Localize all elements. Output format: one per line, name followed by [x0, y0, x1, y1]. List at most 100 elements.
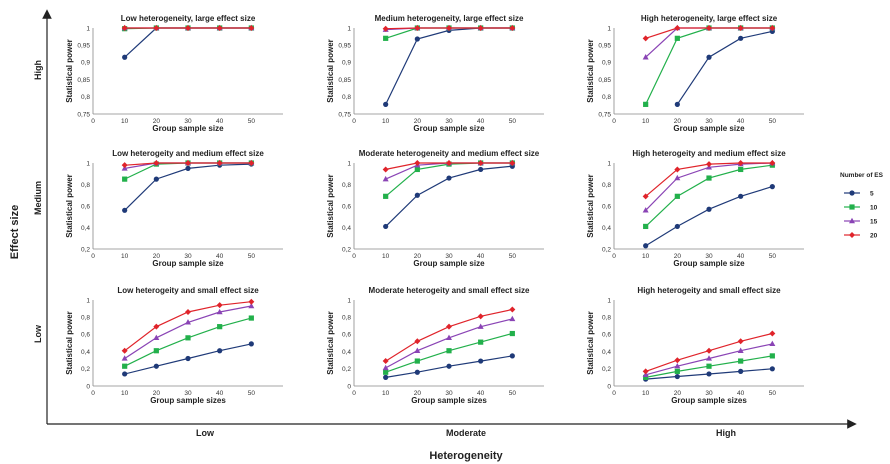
x-tick-label: 20 — [153, 390, 161, 397]
row-label-medium: Medium — [33, 181, 43, 215]
point-series-20-4 — [248, 298, 255, 305]
x-axis-label: Group sample size — [152, 259, 224, 268]
y-axis-label: Statistical power — [326, 39, 335, 103]
point-series-20-1 — [414, 338, 421, 345]
point-series-10-1 — [153, 348, 159, 354]
x-tick-label: 50 — [248, 118, 256, 125]
series-5 — [383, 25, 515, 107]
point-series-20-4 — [248, 160, 255, 166]
point-series-5-4 — [509, 353, 515, 359]
y-axis-label: Statistical power — [326, 174, 335, 238]
x-tick-label: 0 — [352, 253, 356, 260]
point-series-20-2 — [446, 160, 452, 166]
series-20 — [382, 160, 516, 173]
x-tick-label: 50 — [769, 253, 777, 260]
point-series-20-3 — [216, 302, 223, 309]
point-series-5-3 — [478, 166, 484, 173]
point-series-15-2 — [185, 319, 191, 325]
panel-1: Low heterogeneity, large effect size 0,75… — [65, 14, 283, 133]
point-series-20-0 — [642, 35, 649, 42]
x-tick-label: 40 — [477, 253, 485, 260]
point-series-10-0 — [643, 374, 649, 380]
x-tick-label: 50 — [769, 390, 777, 397]
series-line-5 — [124, 27, 252, 58]
y-axis-label: Statistical power — [65, 311, 74, 375]
point-series-5-1 — [414, 369, 420, 375]
point-series-20-2 — [185, 160, 191, 166]
row-label-low: Low — [33, 324, 43, 343]
panel-4: Low heterogeity and medium effect size 0,… — [65, 149, 283, 268]
col-label-moderate: Moderate — [446, 428, 486, 438]
series-10 — [643, 25, 775, 107]
x-tick-label: 20 — [674, 118, 682, 125]
point-series-15-0 — [121, 355, 128, 361]
legend-item-20: 20 — [844, 232, 878, 240]
y-tick-label: 0,75 — [598, 111, 611, 118]
panel-title: Moderate heterogeity and small effect si… — [369, 286, 530, 295]
x-tick-label: 0 — [91, 390, 95, 397]
x-tick-label: 10 — [642, 118, 650, 125]
y-tick-label: 0,2 — [342, 246, 351, 253]
x-tick-label: 10 — [382, 118, 390, 125]
x-tick-label: 20 — [414, 253, 422, 260]
point-series-5-4 — [769, 184, 775, 190]
x-tick-label: 50 — [509, 118, 517, 125]
x-tick-label: 50 — [769, 118, 777, 125]
series-20 — [642, 160, 776, 200]
y-tick-label: 0,6 — [81, 203, 90, 210]
point-series-15-legend — [849, 217, 855, 224]
x-tick-label: 10 — [382, 390, 390, 397]
y-tick-label: 0,4 — [81, 349, 90, 356]
x-tick-label: 40 — [737, 118, 745, 125]
x-tick-label: 20 — [153, 253, 161, 260]
point-series-20-3 — [216, 25, 223, 31]
y-tick-label: 0,85 — [598, 77, 611, 84]
y-axis-label: Statistical power — [586, 174, 595, 238]
point-series-20-2 — [446, 323, 452, 330]
y-tick-label: 1 — [347, 297, 351, 304]
point-series-15-2 — [706, 355, 712, 361]
y-axis-label: Statistical power — [65, 174, 74, 238]
panel-8: Moderate heterogeity and small effect si… — [326, 286, 544, 405]
series-20 — [121, 25, 255, 31]
point-series-20-1 — [414, 25, 421, 31]
x-tick-label: 20 — [414, 118, 422, 125]
point-series-20-1 — [153, 160, 160, 166]
y-tick-label: 0,2 — [81, 366, 90, 373]
point-series-10-1 — [674, 35, 680, 41]
point-series-5-3 — [478, 358, 484, 364]
point-series-20-3 — [737, 25, 744, 31]
y-tick-label: 0,2 — [602, 246, 611, 253]
point-series-10-2 — [446, 348, 452, 354]
series-5 — [674, 28, 775, 107]
y-tick-label: 0,9 — [81, 60, 90, 67]
y-tick-label: 0,8 — [81, 182, 90, 189]
point-series-20-4 — [769, 25, 776, 31]
legend-label: 5 — [870, 191, 874, 198]
y-axis-label: Statistical power — [586, 39, 595, 103]
point-series-10-4 — [248, 315, 254, 321]
series-15 — [382, 315, 516, 371]
point-series-15-2 — [446, 334, 452, 341]
x-tick-label: 30 — [705, 390, 713, 397]
legend-item-5: 5 — [844, 190, 874, 198]
x-tick-label: 10 — [382, 253, 390, 260]
point-series-15-4 — [769, 340, 776, 347]
point-series-20-3 — [477, 25, 484, 31]
series-10 — [122, 315, 254, 369]
point-series-10-4 — [509, 330, 515, 337]
point-series-5-0 — [122, 207, 128, 213]
y-tick-label: 0,4 — [81, 225, 90, 232]
point-series-5-2 — [706, 371, 712, 377]
series-line-5 — [645, 186, 773, 247]
point-series-20-4 — [509, 306, 516, 313]
point-series-20-0 — [121, 162, 128, 169]
series-20 — [121, 160, 255, 169]
point-series-20-4 — [248, 25, 255, 31]
panel-title: Medium heterogeneity, large effect size — [375, 14, 524, 23]
series-10 — [383, 330, 515, 375]
point-series-5-3 — [738, 193, 744, 199]
effect-size-axis-title: Effect size — [9, 205, 21, 259]
point-series-10-0 — [643, 223, 649, 230]
panel-5: Moderate heterogeneity and medium effect… — [326, 149, 544, 268]
